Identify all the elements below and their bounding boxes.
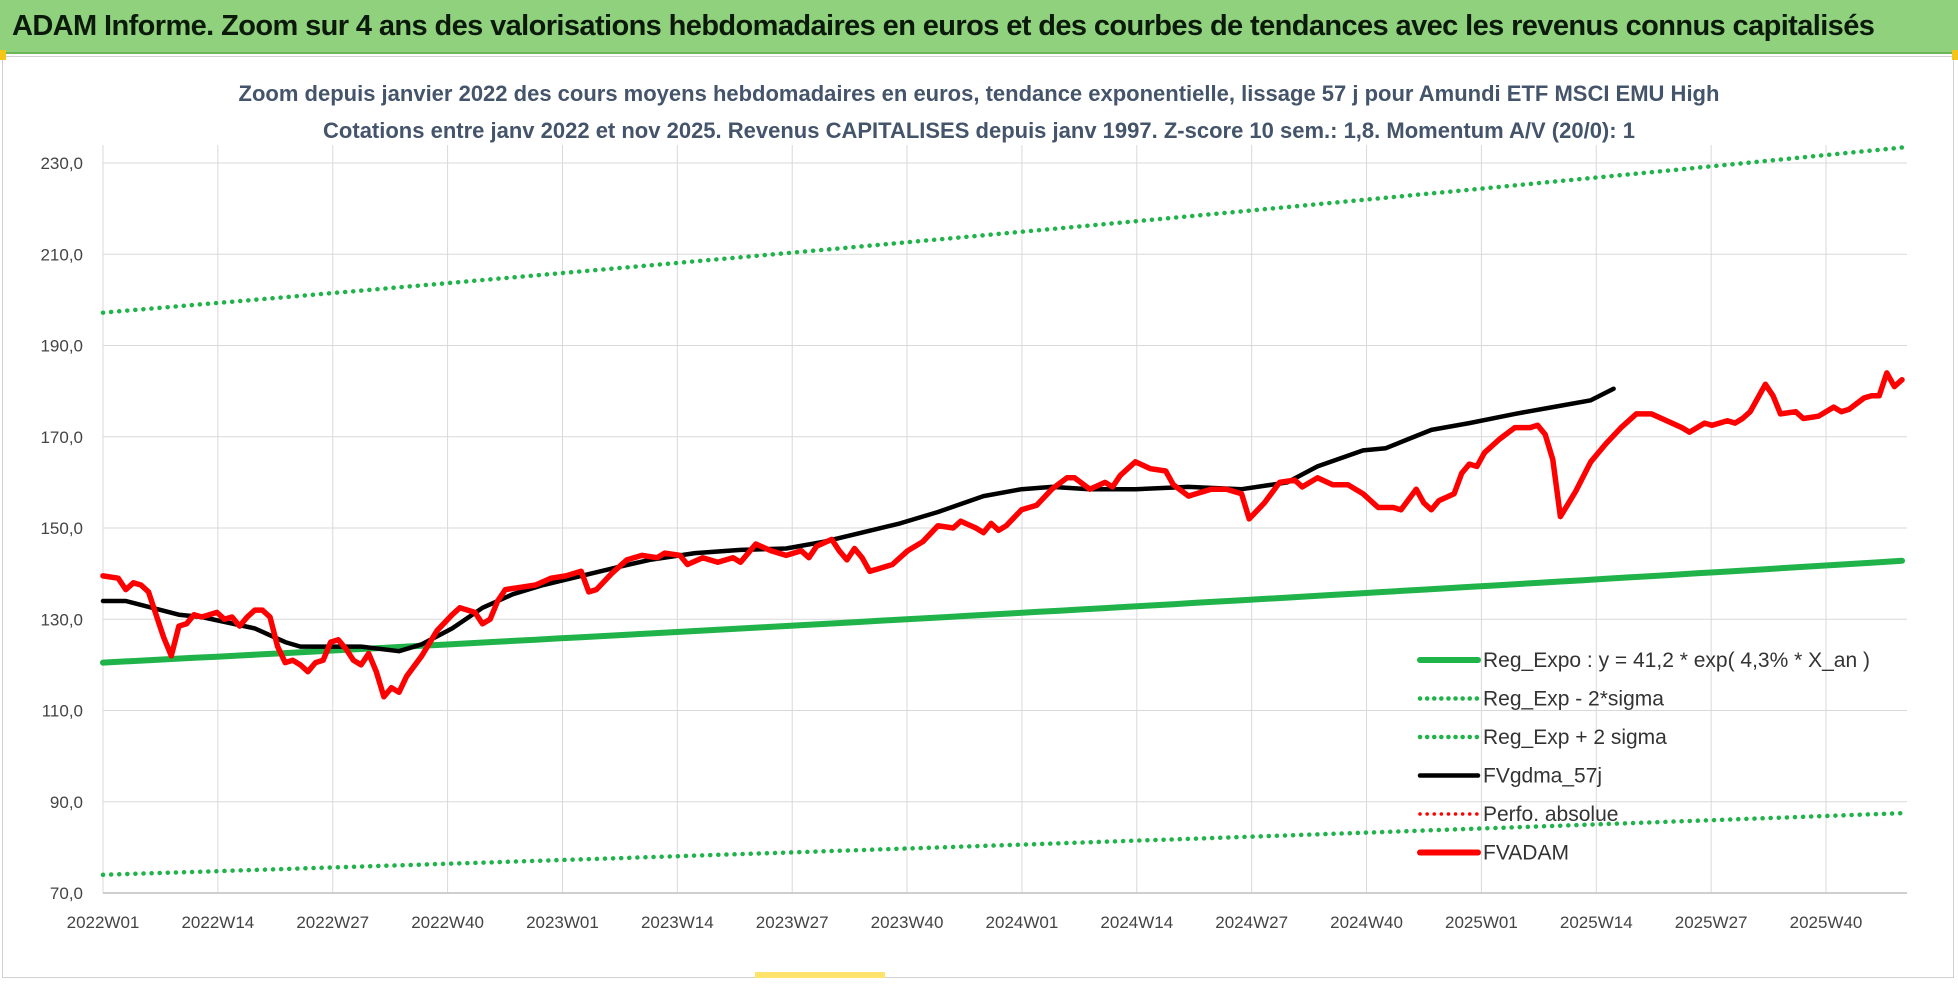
y-tick-label: 70,0: [50, 884, 83, 903]
x-tick-label: 2025W40: [1790, 913, 1863, 932]
y-tick-label: 210,0: [40, 245, 83, 264]
axis-layer: 70,0 90,0 110,0 130,0 150,0 170,0 190,0 210,0 23…: [40, 154, 1907, 932]
report-title: ADAM Informe. Zoom sur 4 ans des valoris…: [12, 10, 1875, 42]
x-tick-label: 2022W14: [181, 913, 254, 932]
left-edge-marker: [0, 50, 6, 60]
series-fvgdma-57j: [100, 386, 1616, 654]
y-tick-label: 90,0: [50, 793, 83, 812]
x-tick-label: 2025W27: [1675, 913, 1748, 932]
x-tick-label: 2023W14: [641, 913, 714, 932]
series-reg-minus-2sigma: [100, 810, 1905, 878]
legend: Reg_Expo : y = 41,2 * exp( 4,3% * X_an )…: [1417, 649, 1870, 865]
x-tick-label: 2023W40: [871, 913, 944, 932]
scroll-thumb-marker: [755, 972, 885, 978]
series-reg-plus-2sigma: [100, 145, 1905, 315]
y-tick-label: 170,0: [40, 428, 83, 447]
series-layer: [100, 145, 1905, 878]
y-tick-label: 150,0: [40, 519, 83, 538]
series-fvadam: [100, 370, 1905, 700]
y-tick-label: 230,0: [40, 154, 83, 173]
right-edge-marker: [1952, 50, 1958, 60]
x-tick-label: 2023W01: [526, 913, 599, 932]
chart-frame: [2, 56, 1954, 978]
chart-title-line2: Cotations entre janv 2022 et nov 2025. R…: [323, 118, 1635, 143]
series-reg-expo: [100, 557, 1905, 666]
x-tick-label: 2023W27: [756, 913, 829, 932]
gridlines: [102, 145, 1907, 894]
y-tick-label: 190,0: [40, 337, 83, 356]
x-tick-label: 2022W40: [411, 913, 484, 932]
x-tick-label: 2024W27: [1215, 913, 1288, 932]
legend-label: Reg_Exp - 2*sigma: [1483, 688, 1664, 711]
y-tick-label: 130,0: [40, 610, 83, 629]
x-tick-label: 2022W01: [67, 913, 140, 932]
x-tick-label: 2024W40: [1330, 913, 1403, 932]
chart-title-line1: Zoom depuis janvier 2022 des cours moyen…: [239, 81, 1720, 106]
legend-label: Perfo. absolue: [1483, 803, 1618, 826]
x-tick-label: 2025W14: [1560, 913, 1633, 932]
legend-label: FVgdma_57j: [1483, 765, 1602, 788]
report-banner: ADAM Informe. Zoom sur 4 ans des valoris…: [0, 0, 1958, 54]
x-tick-label: 2024W14: [1100, 913, 1173, 932]
x-tick-label: 2022W27: [296, 913, 369, 932]
x-tick-label: 2024W01: [986, 913, 1059, 932]
legend-label: Reg_Exp + 2 sigma: [1483, 726, 1667, 749]
legend-label: Reg_Expo : y = 41,2 * exp( 4,3% * X_an ): [1483, 649, 1870, 672]
legend-label: FVADAM: [1483, 842, 1569, 865]
y-tick-label: 110,0: [42, 702, 83, 721]
x-tick-label: 2025W01: [1445, 913, 1518, 932]
